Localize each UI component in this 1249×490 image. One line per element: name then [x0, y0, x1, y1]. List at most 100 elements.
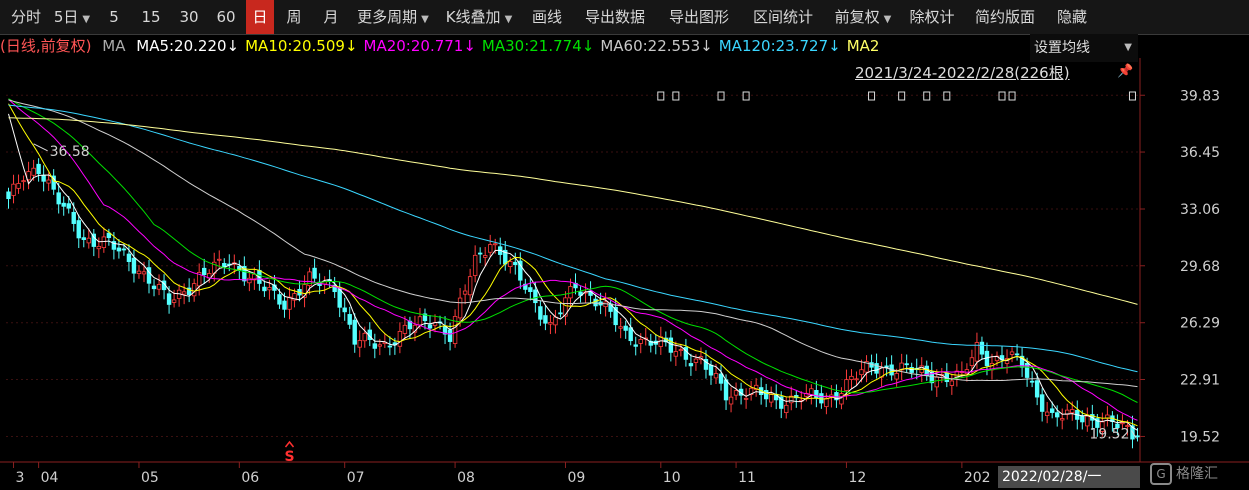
x-tick-label: 08: [457, 470, 475, 486]
candle-body: [462, 290, 468, 295]
candle-body: [282, 300, 287, 310]
toolbar-item-9[interactable]: 更多周期 ▼: [350, 0, 436, 34]
candle-body: [51, 175, 56, 190]
toolbar-item-11[interactable]: 画线: [522, 0, 572, 34]
candle-body: [427, 324, 433, 329]
candle-body: [1115, 423, 1120, 428]
ma-legend-item[interactable]: MA30:21.774↓: [481, 37, 595, 55]
toolbar-item-15[interactable]: 前复权 ▼: [826, 0, 900, 34]
candle-body: [171, 299, 177, 303]
toolbar-item-label: 30: [179, 8, 199, 26]
candle-body: [718, 373, 724, 384]
toolbar-item-6[interactable]: 日: [246, 0, 274, 34]
ma-legend-item[interactable]: MA120:23.727↓: [718, 37, 841, 55]
x-tick-label: 11: [738, 470, 756, 486]
y-tick-label: 33.06: [1180, 202, 1220, 218]
candle-body: [628, 327, 633, 342]
toolbar-item-10[interactable]: K线叠加 ▼: [438, 0, 520, 34]
candle-body: [1060, 418, 1065, 421]
toolbar-item-4[interactable]: 30: [172, 0, 206, 34]
ma-line-ma60: [8, 99, 1138, 388]
candle-body: [844, 379, 849, 391]
toolbar-item-7[interactable]: 周: [276, 0, 312, 34]
ma-legend-item[interactable]: MA20:20.771↓: [363, 37, 476, 55]
candle-body: [568, 286, 573, 299]
candle-body: [332, 284, 337, 293]
event-marker-icon: [868, 91, 876, 101]
s-signal-arrow-icon: [284, 440, 295, 448]
candle-body: [387, 345, 393, 348]
toolbar-item-13[interactable]: 导出图形: [658, 0, 740, 34]
toolbar-item-16[interactable]: 除权计: [902, 0, 962, 34]
toolbar-item-label: 导出数据: [584, 8, 645, 26]
toolbar-item-0[interactable]: 分时: [6, 0, 46, 34]
candle-body: [518, 260, 523, 281]
ma-legend-item[interactable]: MA5:20.220↓: [136, 37, 240, 55]
x-tick-label: 202: [964, 470, 991, 486]
toolbar-item-14[interactable]: 区间统计: [742, 0, 824, 34]
candle-body: [708, 364, 714, 376]
ma-line-ma10: [8, 103, 1138, 427]
toolbar-item-3[interactable]: 15: [132, 0, 170, 34]
high-pointer: [33, 143, 48, 152]
candle-body: [979, 341, 985, 355]
candle-body: [307, 271, 312, 286]
pin-icon[interactable]: 📌: [1117, 64, 1134, 79]
toolbar-item-label: 日: [252, 8, 268, 26]
candle-body: [191, 283, 197, 297]
toolbar-item-12[interactable]: 导出数据: [574, 0, 656, 34]
candle-body: [703, 359, 709, 370]
x-tick-label: 09: [567, 470, 585, 486]
candle-body: [457, 297, 463, 319]
candle-body: [884, 365, 889, 368]
toolbar-item-5[interactable]: 60: [208, 0, 244, 34]
candle-body: [402, 324, 408, 334]
candle-body: [949, 380, 955, 386]
y-tick-label: 22.91: [1180, 373, 1220, 389]
x-tick-label: 12: [848, 470, 866, 486]
toolbar-item-18[interactable]: 隐藏: [1048, 0, 1096, 34]
event-marker-icon: [1008, 91, 1016, 101]
candle-body: [593, 298, 598, 307]
ma-line-ma20: [8, 99, 1138, 421]
ma-legend-item[interactable]: MA60:22.553↓: [600, 37, 713, 55]
chevron-down-icon: ▼: [1124, 42, 1132, 53]
toolbar-item-8[interactable]: 月: [314, 0, 348, 34]
ma-settings-dropdown[interactable]: 设置均线 ▼: [1030, 34, 1138, 62]
ma-legend-item[interactable]: MA10:20.509↓: [245, 37, 358, 55]
candle-body: [362, 332, 367, 342]
toolbar-item-17[interactable]: 简约版面: [964, 0, 1046, 34]
toolbar-item-label: 导出图形: [668, 8, 729, 26]
x-tick-label: 3: [16, 470, 25, 486]
candle-body: [488, 244, 493, 253]
candle-body: [613, 306, 618, 326]
candle-body: [728, 396, 734, 405]
toolbar-item-label: 月: [323, 8, 339, 26]
candle-body: [849, 375, 854, 380]
candle-body: [31, 167, 36, 176]
toolbar-item-1[interactable]: 5日 ▼: [48, 0, 96, 34]
candle-body: [904, 363, 909, 366]
candle-body: [267, 287, 272, 291]
toolbar-item-2[interactable]: 5: [98, 0, 130, 34]
x-tick-label: 07: [347, 470, 365, 486]
ma-line-ma250: [8, 117, 1138, 305]
candle-body: [242, 266, 247, 282]
candle-body: [533, 289, 538, 304]
candle-body: [558, 312, 563, 315]
candle-body: [1044, 411, 1050, 416]
candle-body: [618, 326, 623, 329]
high-price-label: 36.58: [50, 144, 90, 160]
date-range-label[interactable]: 2021/3/24-2022/2/28(226根): [855, 64, 1070, 82]
event-marker-icon: [717, 91, 725, 101]
y-tick-label: 26.29: [1180, 316, 1220, 332]
candle-body: [21, 180, 26, 183]
candle-body: [814, 390, 819, 398]
ma-label[interactable]: MA: [102, 37, 126, 55]
candle-body: [563, 297, 568, 317]
toolbar-item-label: K线叠加: [445, 8, 501, 26]
candle-body: [287, 296, 292, 310]
crosshair-date-label: 2022/02/28/一: [998, 466, 1140, 488]
ma-legend-item[interactable]: MA2: [846, 37, 880, 55]
